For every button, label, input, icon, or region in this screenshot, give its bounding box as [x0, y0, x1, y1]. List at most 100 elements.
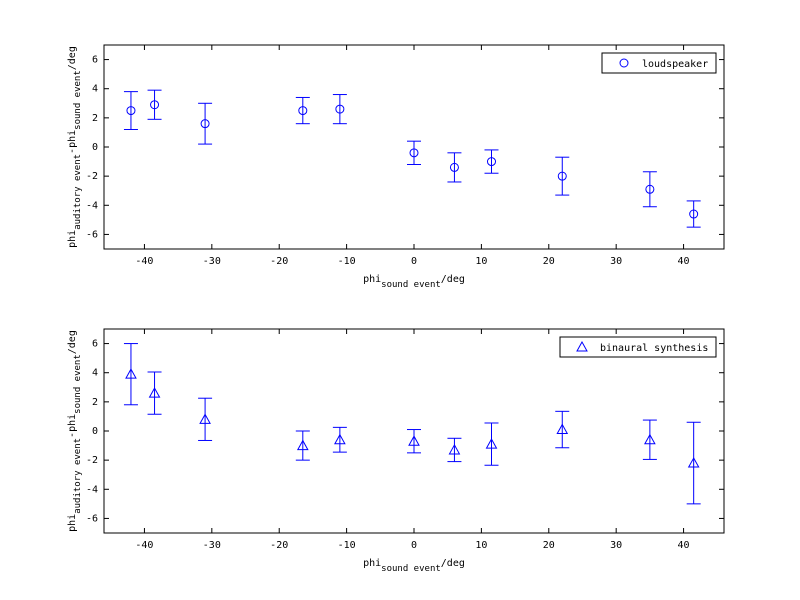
x-axis-label: phisound event/deg: [363, 558, 465, 574]
y-tick-label: 0: [92, 142, 98, 153]
point: [556, 423, 569, 435]
error-bar: [484, 149, 499, 174]
y-axis-label-part: sound event: [73, 70, 83, 130]
y-axis-label-part: /deg: [67, 46, 78, 70]
y-axis-label-part: -phi: [67, 414, 78, 438]
point: [576, 340, 588, 352]
error-bar: [332, 94, 347, 125]
legend-box: [559, 336, 717, 358]
error-bar: [686, 200, 701, 228]
point: [150, 100, 160, 110]
error-bar: [198, 397, 213, 441]
point: [645, 184, 655, 194]
error-bar: [198, 102, 213, 145]
error-bar: [555, 156, 570, 196]
y-tick-label: -2: [86, 455, 98, 466]
y-axis-label-part: phi: [67, 514, 78, 532]
error-bar: [555, 410, 570, 449]
error-bar: [484, 422, 499, 466]
error-bar: [407, 140, 421, 165]
x-axis-label: phisound event/deg: [363, 274, 465, 290]
x-tick-label: 30: [610, 256, 622, 267]
x-tick-label: -30: [203, 256, 221, 267]
point: [334, 433, 346, 445]
x-tick-label: -20: [270, 540, 288, 551]
error-bar: [123, 343, 138, 406]
y-axis-label-part: /deg: [67, 330, 78, 354]
point: [409, 148, 419, 158]
x-axis-label-part: sound event: [381, 280, 441, 290]
point: [557, 171, 567, 181]
error-bar: [332, 426, 347, 453]
point: [449, 162, 459, 172]
x-tick-label: 40: [678, 256, 690, 267]
y-axis-label: phiauditory event-phisound event/deg: [67, 46, 83, 248]
y-axis-label-part: -phi: [67, 130, 78, 154]
point: [408, 435, 420, 446]
x-tick-label: -40: [135, 540, 153, 551]
point: [448, 443, 461, 455]
error-bar: [686, 421, 701, 505]
y-tick-label: 6: [92, 55, 98, 66]
point: [199, 413, 211, 424]
x-tick-label: 20: [543, 540, 555, 551]
y-tick-label: -6: [86, 229, 98, 240]
point: [619, 58, 629, 68]
error-bar: [642, 419, 657, 460]
x-axis-label-part: phi: [363, 274, 381, 285]
point: [644, 433, 656, 445]
y-tick-label: 4: [92, 84, 98, 95]
legend-box: [601, 52, 717, 74]
x-tick-label: -30: [203, 540, 221, 551]
point: [200, 119, 210, 129]
error-bar: [123, 91, 138, 131]
x-tick-label: 0: [411, 256, 417, 267]
y-tick-label: 2: [92, 397, 98, 408]
point: [485, 438, 498, 449]
y-tick-label: 2: [92, 113, 98, 124]
point: [148, 387, 161, 398]
x-axis-label-part: sound event: [381, 564, 441, 574]
x-tick-label: 40: [678, 540, 690, 551]
y-tick-label: -4: [86, 200, 98, 211]
point: [487, 157, 496, 167]
error-bar: [295, 430, 310, 461]
x-axis-label-part: phi: [363, 558, 381, 569]
x-tick-label: 20: [543, 256, 555, 267]
x-tick-label: -10: [338, 540, 356, 551]
error-bar: [447, 152, 462, 183]
x-tick-label: 10: [475, 540, 487, 551]
y-tick-label: -2: [86, 171, 98, 182]
error-bar: [447, 437, 462, 463]
x-tick-label: 10: [475, 256, 487, 267]
error-bar: [642, 171, 657, 208]
legend-label: binaural synthesis: [600, 343, 708, 354]
point: [126, 106, 136, 116]
point: [296, 439, 309, 451]
x-tick-label: 30: [610, 540, 622, 551]
x-axis-label-part: /deg: [441, 558, 465, 569]
y-axis-label-part: phi: [67, 230, 78, 248]
y-tick-label: -4: [86, 484, 98, 495]
point: [687, 457, 700, 468]
y-tick-label: -6: [86, 513, 98, 524]
point: [689, 209, 699, 219]
point: [298, 106, 308, 116]
error-bar: [407, 429, 421, 454]
y-tick-label: 6: [92, 339, 98, 350]
legend-label: loudspeaker: [642, 59, 708, 70]
y-tick-label: 0: [92, 426, 98, 437]
x-tick-label: -20: [270, 256, 288, 267]
error-bar: [147, 371, 162, 415]
y-tick-label: 4: [92, 368, 98, 379]
y-axis-label-part: auditory event: [73, 438, 83, 514]
y-axis-label-part: sound event: [73, 354, 83, 414]
y-axis-label-part: auditory event: [73, 154, 83, 230]
x-tick-label: -40: [135, 256, 153, 267]
error-bar: [295, 96, 310, 125]
x-tick-label: 0: [411, 540, 417, 551]
y-axis-label: phiauditory event-phisound event/deg: [67, 330, 83, 532]
point: [125, 368, 137, 379]
